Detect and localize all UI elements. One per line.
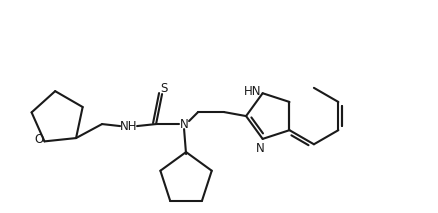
Text: O: O (34, 133, 43, 146)
Text: N: N (256, 142, 265, 155)
Text: HN: HN (244, 85, 261, 98)
Text: NH: NH (120, 119, 138, 132)
Text: S: S (160, 82, 168, 95)
Text: N: N (180, 118, 188, 131)
